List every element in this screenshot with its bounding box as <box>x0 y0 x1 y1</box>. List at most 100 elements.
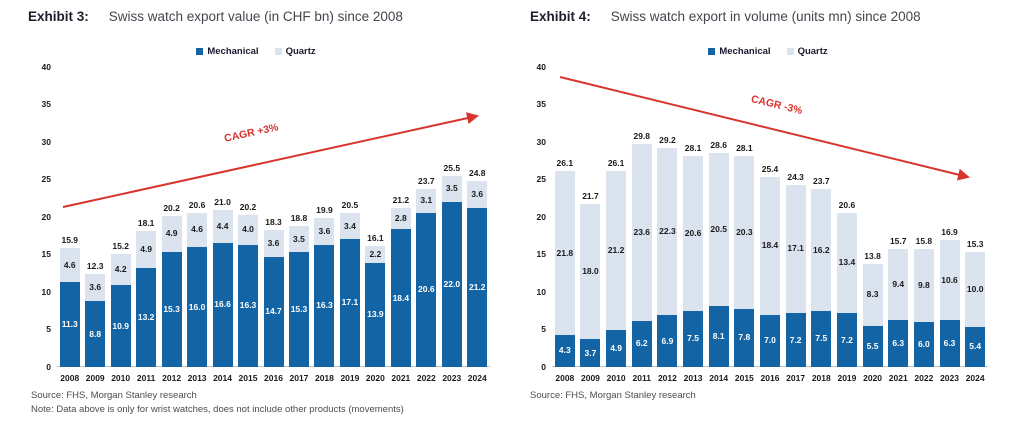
legend-label-mechanical: Mechanical <box>719 46 771 57</box>
quartz-value-label: 4.0 <box>242 224 254 235</box>
bar-segment-quartz: 3.5 <box>288 226 309 253</box>
mechanical-value-label: 16.6 <box>214 299 231 310</box>
x-axis-category-label: 2016 <box>760 373 780 383</box>
bar-segment-mechanical: 8.8 <box>85 301 106 367</box>
total-value-label: 15.3 <box>966 238 984 249</box>
x-axis-category-label: 2021 <box>888 373 908 383</box>
quartz-value-label: 9.4 <box>892 279 905 289</box>
total-value-label: 20.6 <box>838 199 856 210</box>
mechanical-value-label: 5.4 <box>969 341 982 352</box>
bar-segment-mechanical: 18.4 <box>390 229 411 367</box>
mechanical-value-label: 16.3 <box>239 300 257 311</box>
quartz-value-label: 3.6 <box>318 225 331 236</box>
quartz-value-label: 4.9 <box>140 244 153 255</box>
bar-segment-quartz: 22.3 <box>657 148 678 316</box>
bar-segment-quartz: 18.4 <box>760 176 780 315</box>
mechanical-value-label: 5.5 <box>866 340 879 351</box>
exhibit-4-panel: Exhibit 4: Swiss watch export in volume (… <box>512 0 1024 426</box>
y-axis-tick-label: 0 <box>46 361 51 372</box>
bar-segment-quartz: 4.9 <box>136 231 157 268</box>
y-axis-tick-label: 5 <box>541 324 546 334</box>
total-value-label: 23.7 <box>418 176 435 187</box>
x-axis-category-label: 2009 <box>85 373 105 383</box>
quartz-value-label: 21.8 <box>556 247 574 258</box>
total-value-label: 18.8 <box>290 213 308 223</box>
mechanical-value-label: 4.9 <box>610 343 623 354</box>
total-value-label: 16.9 <box>941 227 958 238</box>
legend-item-mechanical: Mechanical <box>708 46 771 57</box>
mechanical-value-label: 6.3 <box>943 337 956 348</box>
bar-segment-mechanical: 5.4 <box>965 326 986 367</box>
total-value-label: 18.3 <box>265 216 282 227</box>
exhibit-4-label: Exhibit 4: <box>530 9 591 24</box>
total-value-label: 20.2 <box>239 201 257 212</box>
quartz-value-label: 4.6 <box>63 259 76 270</box>
bar-segment-mechanical: 15.3 <box>161 252 182 367</box>
bar-segment-mechanical: 3.7 <box>580 339 601 367</box>
bar-segment-quartz: 2.2 <box>365 246 386 263</box>
y-axis-tick-label: 35 <box>41 99 51 109</box>
bar-segment-mechanical: 14.7 <box>263 256 284 367</box>
x-axis-category-label: 2022 <box>914 373 934 383</box>
exhibit-4-plot-area: 0 5 10 15 20 25 30 35 40 4.3 21.8 26.1 2008 3.7 18.0 21… <box>537 62 988 383</box>
quartz-value-label: 13.4 <box>838 257 856 268</box>
legend-item-mechanical: Mechanical <box>196 46 259 57</box>
bar-segment-mechanical: 8.1 <box>708 306 729 367</box>
mechanical-value-label: 15.3 <box>290 304 308 315</box>
bar-segment-mechanical: 4.3 <box>554 334 575 367</box>
x-axis-category-label: 2018 <box>314 373 334 383</box>
bar-segment-mechanical: 17.1 <box>339 238 360 367</box>
y-axis-tick-label: 5 <box>46 324 51 334</box>
quartz-swatch-icon <box>274 48 282 55</box>
x-axis-category-label: 2020 <box>365 373 385 383</box>
x-axis-category-label: 2010 <box>606 373 626 383</box>
bar-segment-quartz: 4.0 <box>238 214 259 245</box>
bar-segment-quartz: 8.3 <box>862 263 883 326</box>
y-axis-tick-label: 0 <box>541 361 546 372</box>
total-value-label: 23.7 <box>813 176 830 187</box>
bar-segment-quartz: 20.3 <box>734 156 755 309</box>
quartz-value-label: 2.2 <box>369 249 382 259</box>
total-value-label: 12.3 <box>86 261 104 271</box>
bar-segment-mechanical: 15.3 <box>288 252 309 367</box>
quartz-value-label: 3.4 <box>343 220 356 231</box>
x-axis-category-label: 2023 <box>442 373 462 383</box>
quartz-value-label: 16.2 <box>813 244 830 255</box>
quartz-value-label: 18.4 <box>761 240 779 250</box>
bar-segment-mechanical: 6.9 <box>657 315 678 367</box>
exhibit-3-source-block: Source: FHS, Morgan Stanley research Not… <box>31 389 404 417</box>
y-axis-tick-label: 15 <box>536 249 546 259</box>
mechanical-value-label: 6.9 <box>661 335 674 346</box>
quartz-value-label: 3.6 <box>267 237 280 248</box>
bar-segment-mechanical: 7.2 <box>836 313 857 367</box>
quartz-value-label: 10.6 <box>941 274 958 285</box>
mechanical-value-label: 4.3 <box>558 345 571 356</box>
bar-segment-quartz: 20.6 <box>683 156 704 311</box>
total-value-label: 28.1 <box>736 143 753 154</box>
bar-segment-mechanical: 6.0 <box>913 322 934 367</box>
quartz-value-label: 3.5 <box>445 183 458 194</box>
bar-segment-quartz: 3.6 <box>467 181 488 208</box>
bar-segment-mechanical: 7.5 <box>683 310 704 367</box>
mechanical-value-label: 8.1 <box>712 331 725 342</box>
quartz-value-label: 3.1 <box>420 195 433 206</box>
mechanical-value-label: 18.4 <box>392 292 410 303</box>
mechanical-swatch-icon <box>196 48 204 55</box>
mechanical-swatch-icon <box>708 48 716 55</box>
bar-segment-quartz: 3.6 <box>314 217 335 245</box>
mechanical-value-label: 7.5 <box>687 333 699 344</box>
bar-segment-mechanical: 13.9 <box>365 262 386 367</box>
bar-segment-mechanical: 22.0 <box>441 202 462 367</box>
bar-segment-quartz: 21.2 <box>606 171 627 331</box>
x-axis-category-label: 2016 <box>264 373 283 383</box>
bar-segment-quartz: 9.8 <box>913 248 934 322</box>
x-axis-category-label: 2019 <box>837 373 857 383</box>
total-value-label: 15.9 <box>61 234 79 245</box>
x-axis-category-label: 2019 <box>340 373 360 383</box>
mechanical-value-label: 13.2 <box>137 312 155 322</box>
total-value-label: 18.1 <box>137 218 155 229</box>
total-value-label: 19.9 <box>316 204 333 215</box>
exhibit-3-title-row: Exhibit 3: Swiss watch export value (in C… <box>28 9 403 24</box>
bar-segment-mechanical: 10.9 <box>110 285 131 367</box>
